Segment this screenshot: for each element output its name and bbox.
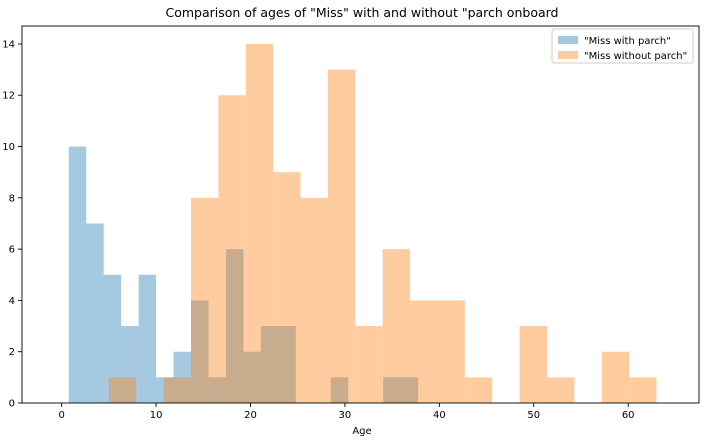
y-tick-label: 6 — [9, 245, 15, 256]
histogram-bar — [218, 95, 246, 403]
x-axis-label: Age — [352, 426, 371, 437]
histogram-bar — [300, 197, 328, 403]
histogram-bar — [278, 326, 296, 403]
y-tick-label: 0 — [9, 399, 15, 410]
y-tick-label: 12 — [2, 91, 15, 102]
histogram-bar — [355, 326, 383, 403]
histogram-bar — [243, 351, 261, 403]
bars-layer — [68, 43, 657, 404]
histogram-bar — [519, 326, 547, 403]
histogram-bar — [273, 172, 301, 403]
legend-box — [551, 28, 694, 64]
x-tick-label: 50 — [527, 410, 540, 421]
legend-label: "Miss without parch" — [584, 51, 687, 62]
legend-swatch — [558, 36, 578, 44]
histogram-bar — [601, 351, 630, 403]
histogram-bar — [245, 43, 274, 403]
axes-frame — [21, 25, 700, 404]
histogram-bar — [330, 377, 349, 403]
histogram-bar — [191, 197, 219, 403]
x-tick-label: 10 — [150, 410, 163, 421]
histogram-bar — [382, 249, 411, 403]
series-2-bars — [108, 43, 657, 404]
histogram-bar — [400, 377, 419, 403]
x-tick-label: 20 — [244, 410, 257, 421]
y-tick-label: 8 — [9, 193, 15, 204]
histogram-bar — [546, 377, 575, 403]
histogram-bar — [156, 377, 174, 403]
x-tick-label: 30 — [339, 410, 352, 421]
histogram-bar — [138, 274, 157, 403]
x-tick-label: 60 — [622, 410, 635, 421]
legend: "Miss with parch" "Miss without parch" — [551, 28, 694, 64]
histogram-bar — [260, 326, 279, 403]
x-tick-label: 40 — [433, 410, 446, 421]
legend-label: "Miss with parch" — [584, 36, 671, 47]
series-1-bars — [68, 146, 419, 403]
histogram-bar — [225, 249, 244, 403]
histogram-bar — [86, 223, 104, 403]
histogram-bar — [629, 377, 657, 403]
histogram-bar — [68, 146, 87, 403]
y-tick-label: 4 — [9, 296, 15, 307]
y-axis-ticks: 0 2 4 6 8 10 12 14 — [2, 39, 22, 410]
histogram-bar — [383, 377, 401, 403]
histogram-bar — [173, 351, 192, 403]
y-tick-label: 2 — [9, 347, 15, 358]
x-axis-ticks: 0 10 20 30 40 50 60 — [58, 403, 635, 421]
histogram-bar — [437, 300, 465, 403]
histogram-bar — [327, 69, 356, 404]
histogram-bar — [410, 300, 438, 403]
histogram-bar — [103, 274, 122, 403]
x-tick-label: 0 — [58, 410, 64, 421]
histogram-bar — [108, 377, 137, 403]
histogram-bar — [191, 300, 209, 403]
chart-title: Comparison of ages of "Miss" with and wi… — [166, 5, 559, 20]
histogram-bar — [163, 377, 192, 403]
legend-swatch — [558, 51, 578, 59]
y-tick-label: 14 — [2, 39, 15, 50]
histogram-bar — [208, 377, 226, 403]
y-tick-label: 10 — [2, 142, 15, 153]
histogram-bar — [121, 326, 139, 403]
histogram-bar — [464, 377, 493, 403]
